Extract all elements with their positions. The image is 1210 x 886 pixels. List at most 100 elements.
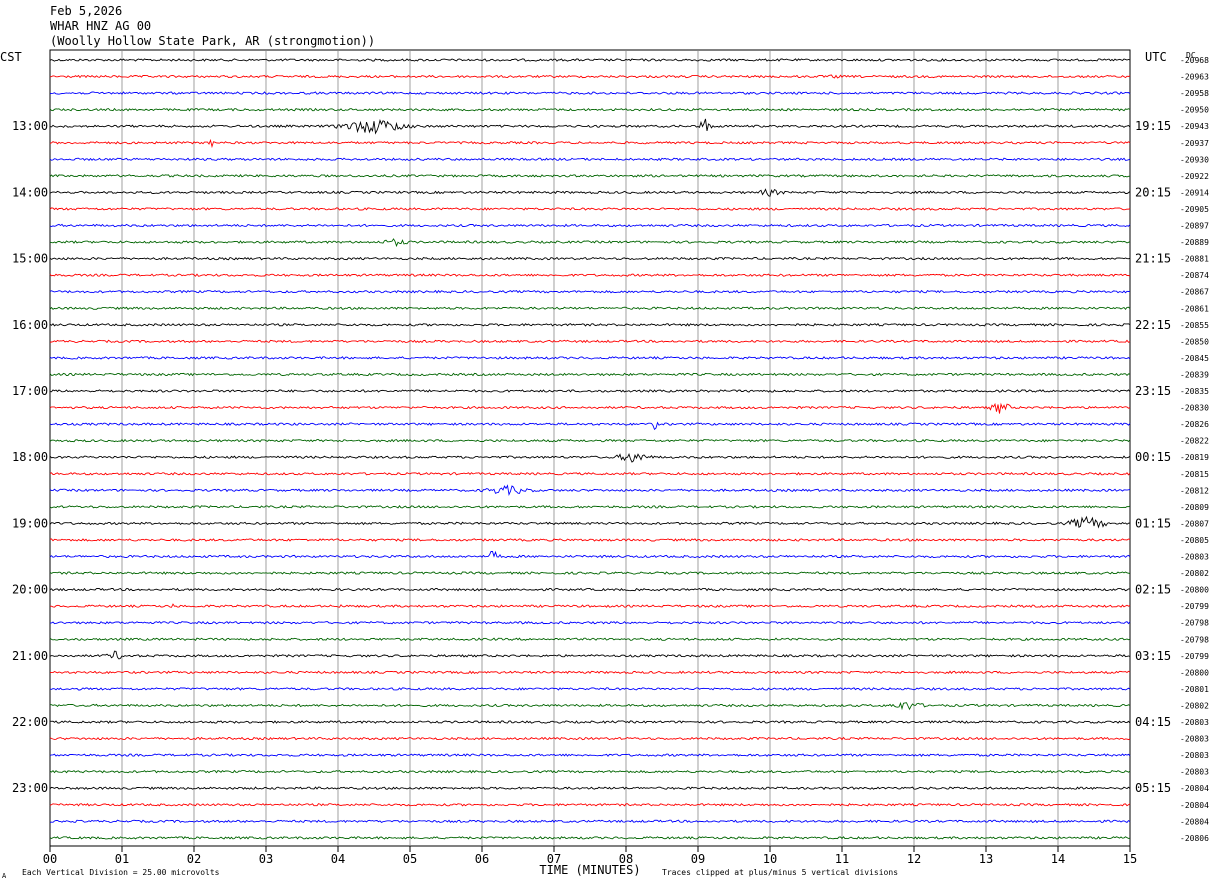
dc-offset-label: -20803	[1180, 751, 1209, 760]
left-hour-label: 20:00	[12, 583, 48, 597]
seismic-trace	[49, 736, 1131, 741]
plot-frame	[49, 49, 1131, 847]
dc-offset-label: -20802	[1180, 569, 1209, 578]
x-tick-label: 03	[259, 852, 273, 866]
right-hour-label: 20:15	[1135, 185, 1171, 199]
seismic-trace	[49, 438, 1131, 443]
x-axis-title: TIME (MINUTES)	[539, 863, 640, 877]
location-label: (Woolly Hollow State Park, AR (strongmot…	[50, 34, 376, 48]
dc-offset-label: -20799	[1180, 602, 1209, 611]
dc-offset-label: -20804	[1180, 817, 1209, 826]
dc-offset-label: -20963	[1180, 73, 1209, 82]
seismic-trace	[49, 58, 1131, 62]
seismic-trace	[49, 620, 1131, 625]
dc-offset-label: -20922	[1180, 172, 1209, 181]
seismic-trace	[49, 550, 1131, 559]
x-tick-label: 12	[907, 852, 921, 866]
seismic-trace	[49, 107, 1131, 112]
x-tick-label: 02	[187, 852, 201, 866]
right-timezone-label: UTC	[1145, 50, 1167, 64]
seismic-trace	[49, 306, 1131, 311]
seismic-trace	[49, 836, 1131, 840]
clip-note: Traces clipped at plus/minus 5 vertical …	[662, 868, 898, 877]
seismic-trace	[49, 819, 1131, 824]
x-tick-label: 09	[691, 852, 705, 866]
seismic-trace	[49, 223, 1131, 228]
seismic-trace	[49, 471, 1131, 476]
seismic-trace	[49, 637, 1131, 642]
x-tick-label: 14	[1051, 852, 1065, 866]
right-hour-label: 22:15	[1135, 318, 1171, 332]
dc-offset-label: -20804	[1180, 784, 1209, 793]
seismic-trace	[49, 769, 1131, 774]
dc-offset-label: -20943	[1180, 122, 1209, 131]
right-hour-label: 00:15	[1135, 450, 1171, 464]
seismic-trace	[49, 484, 1131, 497]
left-hour-label: 17:00	[12, 384, 48, 398]
seismic-trace	[49, 650, 1131, 660]
seismic-trace	[49, 188, 1131, 197]
x-tick-label: 13	[979, 852, 993, 866]
dc-offset-label: -20803	[1180, 718, 1209, 727]
seismic-trace	[49, 587, 1130, 592]
date-label: Feb 5,2026	[50, 4, 123, 18]
dc-offset-label: -20897	[1180, 222, 1209, 231]
dc-offset-label: -20799	[1180, 652, 1209, 661]
dc-offset-label: -20867	[1180, 288, 1209, 297]
dc-offset-label: -20830	[1180, 404, 1209, 413]
dc-offset-label: -20805	[1180, 536, 1209, 545]
dc-offset-label: -20807	[1180, 519, 1209, 528]
dc-offset-label: -20812	[1180, 486, 1209, 495]
left-timezone-label: CST	[0, 50, 22, 64]
seismic-trace	[49, 786, 1131, 790]
seismic-trace	[49, 174, 1131, 178]
dc-offset-label: -20930	[1180, 155, 1209, 164]
dc-offset-label: -20850	[1180, 337, 1209, 346]
dc-offset-label: -20826	[1180, 420, 1209, 429]
x-tick-label: 00	[43, 852, 57, 866]
seismic-trace	[49, 452, 1131, 463]
dc-offset-label: -20835	[1180, 387, 1209, 396]
dc-offset-label: -20809	[1180, 503, 1209, 512]
right-hour-label: 23:15	[1135, 384, 1171, 398]
dc-offset-label: -20804	[1180, 801, 1209, 810]
seismic-trace	[49, 402, 1131, 414]
x-tick-label: 01	[115, 852, 129, 866]
seismic-trace	[49, 273, 1131, 277]
seismic-trace	[49, 289, 1131, 294]
seismic-trace	[49, 339, 1131, 344]
x-tick-label: 05	[403, 852, 417, 866]
x-tick-label: 10	[763, 852, 777, 866]
dc-offset-label: -20845	[1180, 354, 1209, 363]
scale-note: Each Vertical Division = 25.00 microvolt…	[22, 868, 220, 877]
right-hour-label: 05:15	[1135, 781, 1171, 795]
dc-offset-label: -20801	[1180, 685, 1209, 694]
seismic-trace	[49, 372, 1131, 377]
seismic-trace	[49, 207, 1131, 211]
left-hour-label: 18:00	[12, 450, 48, 464]
dc-offset-label: -20798	[1180, 619, 1209, 628]
left-hour-label: 13:00	[12, 119, 48, 133]
left-hour-label: 19:00	[12, 516, 48, 530]
seismic-trace	[49, 571, 1131, 575]
seismic-trace	[49, 256, 1131, 261]
left-hour-label: 23:00	[12, 781, 48, 795]
dc-header-label: DC	[1186, 51, 1196, 60]
seismic-trace	[49, 356, 1131, 360]
x-tick-label: 11	[835, 852, 849, 866]
dc-offset-label: -20800	[1180, 668, 1209, 677]
seismic-trace	[49, 802, 1131, 807]
dc-offset-label: -20914	[1180, 188, 1209, 197]
x-tick-label: 04	[331, 852, 345, 866]
seismic-trace	[49, 753, 1131, 757]
dc-offset-label: -20803	[1180, 768, 1209, 777]
seismic-trace	[50, 603, 1131, 608]
left-hour-label: 22:00	[12, 715, 48, 729]
x-tick-label: 07	[547, 852, 561, 866]
dc-offset-label: -20803	[1180, 735, 1209, 744]
x-tick-label: 15	[1123, 852, 1137, 866]
dc-offset-label: -20950	[1180, 106, 1209, 115]
seismic-trace	[49, 74, 1131, 79]
dc-offset-label: -20861	[1180, 304, 1209, 313]
